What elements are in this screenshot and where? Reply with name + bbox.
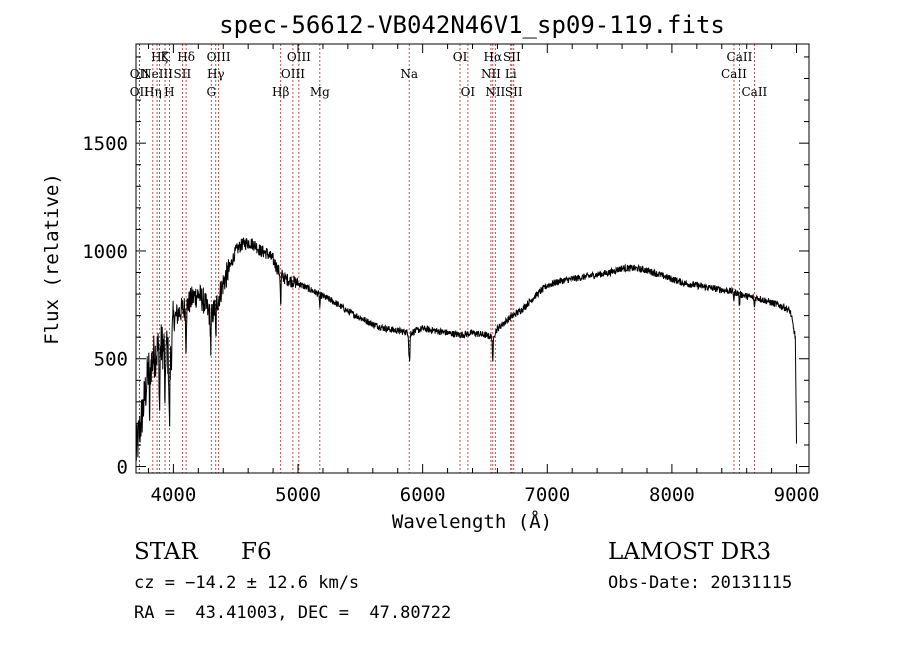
- line-marker-label: Li: [505, 67, 517, 81]
- line-marker-label: Hβ: [272, 85, 289, 99]
- redshift-text: cz = −14.2 ± 12.6 km/s: [134, 573, 360, 593]
- x-axis-label: Wavelength (Å): [392, 510, 552, 533]
- line-marker-label: NeIII: [141, 67, 173, 81]
- line-marker-label: SII: [503, 50, 521, 64]
- x-tick-label: 5000: [275, 484, 321, 506]
- y-tick-label: 1000: [82, 241, 128, 263]
- coordinates-text: RA = 43.41003, DEC = 47.80722: [134, 603, 452, 623]
- line-marker-label: SII: [505, 85, 523, 99]
- line-marker-label: H: [164, 85, 174, 99]
- line-marker-label: Na: [400, 67, 418, 81]
- line-marker-label: K: [161, 50, 171, 64]
- line-marker-label: OIII: [207, 50, 231, 64]
- line-marker-label: CaII: [741, 85, 767, 99]
- line-marker-label: OI: [461, 85, 476, 99]
- x-tick-label: 7000: [524, 484, 570, 506]
- x-axis: 4000 5000 6000 7000 8000 9000: [147, 44, 820, 506]
- spectrum-line: [135, 237, 797, 461]
- chart-title: spec-56612-VB042N46V1_sp09-119.fits: [219, 11, 725, 39]
- line-marker-label: Hα: [484, 50, 503, 64]
- line-marker-label: OI: [453, 50, 468, 64]
- line-marker-label: Hη: [144, 85, 162, 99]
- line-marker-label: SII: [174, 67, 192, 81]
- object-class: STAR: [134, 539, 198, 565]
- x-tick-label: 8000: [649, 484, 695, 506]
- line-marker-label: Hδ: [177, 50, 195, 64]
- line-marker-label: CaII: [721, 67, 747, 81]
- line-marker-label: NII: [481, 67, 501, 81]
- y-tick-label: 0: [117, 457, 128, 479]
- line-marker-label: OII: [130, 67, 150, 81]
- x-tick-label: 9000: [774, 484, 820, 506]
- y-tick-label: 1500: [82, 133, 128, 155]
- x-tick-label: 4000: [151, 484, 197, 506]
- line-marker-label: OIII: [287, 50, 311, 64]
- survey-label: LAMOST DR3: [608, 539, 772, 565]
- x-tick-label: 6000: [400, 484, 446, 506]
- y-tick-label: 500: [94, 349, 128, 371]
- line-markers: [138, 44, 755, 473]
- line-marker-labels: OIIOIIHηNeIIIHζKHSIIHδGHγOIIIHβOIIIOIIIM…: [130, 50, 768, 99]
- line-marker-label: OII: [130, 85, 150, 99]
- line-marker-label: NII: [485, 85, 505, 99]
- line-marker-label: Hγ: [207, 67, 225, 81]
- line-marker-label: CaII: [727, 50, 753, 64]
- line-marker-label: OIII: [281, 67, 305, 81]
- line-marker-label: Hζ: [151, 50, 168, 64]
- y-axis: 0 500 1000 1500: [82, 56, 809, 479]
- line-marker-label: Mg: [310, 85, 330, 99]
- line-marker-label: G: [206, 85, 216, 99]
- object-subclass: F6: [241, 539, 272, 565]
- y-axis-label: Flux (relative): [41, 173, 63, 345]
- plot-frame: [135, 43, 810, 474]
- obs-date-text: Obs-Date: 20131115: [608, 573, 793, 593]
